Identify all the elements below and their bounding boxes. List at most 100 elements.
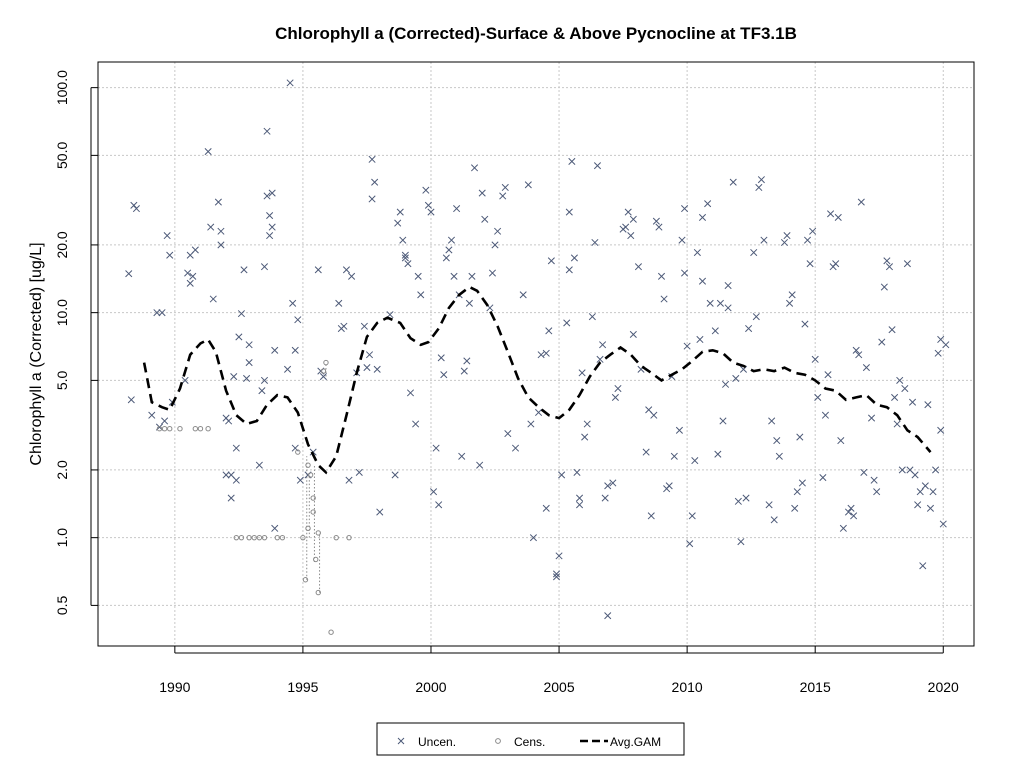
uncensored-point (698, 277, 707, 285)
uncensored-point (163, 232, 171, 240)
uncensored-point (896, 376, 904, 384)
censored-point (346, 534, 352, 541)
uncensored-point (488, 269, 497, 277)
y-tick-label: 20.0 (54, 231, 70, 258)
uncensored-point (629, 215, 637, 223)
uncensored-point (806, 260, 814, 268)
uncensored-point (901, 384, 909, 393)
uncensored-point (268, 223, 276, 231)
uncensored-point (757, 176, 765, 184)
uncensored-point (880, 283, 888, 291)
uncensored-point (737, 538, 745, 546)
uncensored-point (204, 147, 212, 156)
censored-point (310, 509, 316, 515)
uncensored-point (591, 238, 599, 247)
uncensored-point (166, 251, 174, 259)
uncensored-point (217, 227, 225, 235)
uncensored-point (240, 266, 248, 274)
uncensored-point (427, 208, 435, 216)
uncensored-point (614, 384, 622, 393)
uncensored-point (583, 420, 591, 428)
x-tick-label: 2010 (672, 679, 703, 695)
censored-point (251, 534, 257, 541)
y-tick-label: 1.0 (54, 528, 70, 548)
uncensored-point (542, 349, 550, 357)
uncensored-point (942, 341, 950, 349)
uncensored-point (670, 452, 678, 460)
uncensored-point (873, 488, 881, 496)
uncensored-point (394, 219, 402, 227)
uncensored-point (852, 346, 860, 354)
uncensored-point (491, 241, 499, 249)
uncensored-point (158, 309, 166, 317)
uncensored-point (552, 570, 561, 578)
uncensored-point (721, 380, 730, 388)
legend-box (376, 722, 685, 756)
censored-point (256, 534, 263, 541)
uncensored-point (125, 270, 133, 278)
censored-point (307, 472, 314, 478)
uncensored-point (417, 291, 425, 299)
censored-point (300, 534, 306, 541)
uncensored-point (688, 512, 696, 520)
uncensored-point (903, 260, 911, 268)
uncensored-point (878, 338, 886, 346)
legend-label-cens: Cens. (514, 735, 545, 749)
uncensored-point (575, 501, 584, 509)
uncensored-point (565, 266, 573, 274)
uncensored-point (230, 372, 238, 381)
uncensored-point (791, 504, 799, 512)
uncensored-point (573, 468, 581, 476)
uncensored-point (809, 227, 817, 235)
y-tick-label: 100.0 (54, 70, 70, 105)
uncensored-point (222, 471, 230, 479)
uncensored-point (752, 313, 760, 321)
uncensored-point (734, 497, 742, 505)
uncensored-point (719, 417, 727, 425)
uncensored-point (821, 411, 829, 419)
uncensored-point (401, 251, 409, 259)
uncensored-point (447, 236, 456, 244)
uncensored-point (691, 457, 699, 465)
uncensored-point (867, 414, 876, 422)
uncensored-point (729, 178, 737, 186)
uncensored-point (742, 494, 750, 502)
uncensored-point (716, 299, 724, 307)
uncensored-point (837, 437, 845, 445)
uncensored-point (458, 452, 466, 460)
uncensored-point (862, 364, 870, 372)
uncensored-point (883, 257, 891, 265)
uncensored-point (391, 471, 399, 479)
uncensored-point (266, 232, 274, 240)
uncensored-point (535, 408, 543, 417)
uncensored-point (834, 213, 842, 221)
uncensored-point (465, 299, 473, 307)
uncensored-point (519, 291, 527, 299)
uncensored-point (132, 205, 140, 213)
uncensored-point (537, 351, 545, 359)
uncensored-point (263, 127, 271, 135)
uncensored-point (750, 248, 758, 257)
uncensored-point (373, 365, 381, 373)
uncensored-point (283, 365, 292, 373)
uncensored-point (793, 488, 801, 496)
uncensored-point (412, 420, 420, 428)
uncensored-point (227, 494, 235, 502)
uncensored-point (932, 466, 940, 474)
uncensored-point (340, 322, 348, 330)
uncensored-point (768, 417, 776, 425)
x-tick-label: 2000 (415, 679, 446, 695)
uncensored-point (711, 327, 719, 335)
uncensored-point (888, 326, 896, 334)
uncensored-point (214, 198, 222, 206)
y-tick-label: 10.0 (54, 299, 70, 326)
censored-point (192, 425, 199, 432)
censored-point (295, 449, 301, 455)
uncensored-point (542, 504, 550, 512)
uncensored-point (655, 223, 663, 231)
uncensored-point (698, 213, 707, 221)
x-tick-label: 2020 (928, 679, 959, 695)
uncensored-point (184, 269, 192, 277)
y-tick-label: 0.5 (54, 595, 70, 615)
